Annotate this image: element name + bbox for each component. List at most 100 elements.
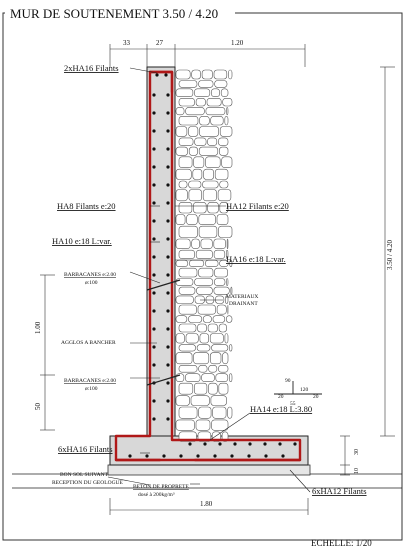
rebar-dot — [196, 454, 200, 458]
label-ha16: HA16 e:18 L:var. — [226, 254, 286, 264]
stone — [178, 382, 194, 395]
stone — [229, 373, 233, 383]
rebar-dots — [128, 73, 297, 458]
stone — [215, 373, 229, 383]
stone — [193, 156, 205, 169]
stone — [211, 419, 229, 431]
stone — [226, 107, 229, 116]
stone — [194, 278, 214, 286]
label-ha12: HA12 Filants e:20 — [226, 201, 289, 211]
stone — [175, 395, 190, 406]
stone — [198, 80, 214, 88]
drawing-title: MUR DE SOUTENEMENT 3.50 / 4.20 — [10, 6, 218, 21]
rebar-dot — [230, 454, 234, 458]
stone — [178, 267, 198, 278]
stone — [186, 214, 198, 225]
stone — [175, 107, 185, 116]
rebar-dot — [247, 454, 251, 458]
stone — [197, 323, 207, 333]
stone — [188, 180, 202, 189]
stone — [188, 146, 198, 156]
stone — [226, 238, 229, 249]
dim-10: 10 — [354, 468, 360, 474]
stone — [217, 189, 232, 202]
dim-30: 30 — [354, 449, 360, 455]
stone — [197, 304, 216, 315]
stone — [175, 214, 186, 225]
label-sol-b: RECEPTION DU GEOLOGUE — [52, 480, 124, 486]
rebar-dot — [233, 442, 237, 446]
stone — [175, 295, 194, 304]
rebar-dot — [166, 345, 170, 349]
rebar-dot — [152, 273, 156, 277]
stone — [188, 189, 202, 202]
rebar-dot — [213, 454, 217, 458]
stone — [215, 295, 225, 304]
drainage-stone-fill — [175, 69, 233, 442]
stone — [178, 304, 197, 315]
label-ha8: HA8 Filants e:20 — [57, 201, 116, 211]
stone — [195, 98, 206, 107]
stone — [196, 286, 213, 295]
stone — [200, 238, 213, 249]
stone — [175, 352, 193, 365]
stone — [178, 406, 198, 419]
stone — [210, 395, 227, 406]
rebar-dot — [166, 309, 170, 313]
wall-rebar — [114, 70, 302, 462]
stone — [178, 137, 194, 146]
stone — [191, 238, 200, 249]
rebar-dot — [281, 454, 285, 458]
stone — [201, 69, 213, 80]
stone — [178, 98, 195, 107]
stone — [222, 98, 233, 107]
stone — [178, 344, 196, 352]
stone — [188, 126, 199, 137]
stone — [219, 202, 229, 214]
rebar-dot — [166, 219, 170, 223]
stone — [193, 352, 210, 365]
stone — [175, 189, 188, 202]
rebar-dot — [166, 291, 170, 295]
rebar-dot — [263, 442, 267, 446]
rebar-dot — [152, 111, 156, 115]
stone — [198, 225, 218, 238]
stone — [178, 286, 196, 295]
rebar-dot — [152, 237, 156, 241]
stone — [198, 146, 219, 156]
rebar-dot — [166, 237, 170, 241]
rebar-dot — [152, 309, 156, 313]
stone — [190, 395, 210, 406]
stone — [218, 137, 229, 146]
weep-hole-lower — [146, 374, 181, 386]
stone — [207, 323, 218, 333]
label-beton-dose: dosé à 200kg/m³ — [138, 492, 175, 498]
rebar-dot — [152, 183, 156, 187]
rebar-dot — [293, 442, 297, 446]
rebar-dot — [166, 93, 170, 97]
stone — [214, 267, 228, 278]
rebar-dot — [152, 201, 156, 205]
label-agglos: AGGLOS A BANCHER — [61, 340, 116, 346]
rebar-dot — [166, 129, 170, 133]
stone — [199, 333, 209, 344]
stone — [178, 225, 198, 238]
wall-stem — [146, 66, 176, 437]
stone — [185, 373, 201, 383]
stone — [178, 156, 193, 169]
label-barbacanes-lower-dia: ø:100 — [85, 386, 98, 392]
stone — [202, 189, 217, 202]
rebar-dot — [218, 442, 222, 446]
label-foot-bars: 6xHA16 Filants — [58, 444, 113, 454]
stone — [226, 315, 233, 323]
stone — [211, 88, 221, 98]
dim-50: 50 — [34, 403, 42, 411]
rebar-dot — [166, 147, 170, 151]
stone — [175, 259, 189, 268]
label-drainant: DRAINANT — [229, 301, 258, 307]
stone — [175, 278, 194, 286]
stone — [222, 352, 229, 365]
rebar-dot — [166, 399, 170, 403]
scale-label: ECHELLE: 1/20 — [311, 538, 372, 548]
rebar-dot — [162, 454, 166, 458]
